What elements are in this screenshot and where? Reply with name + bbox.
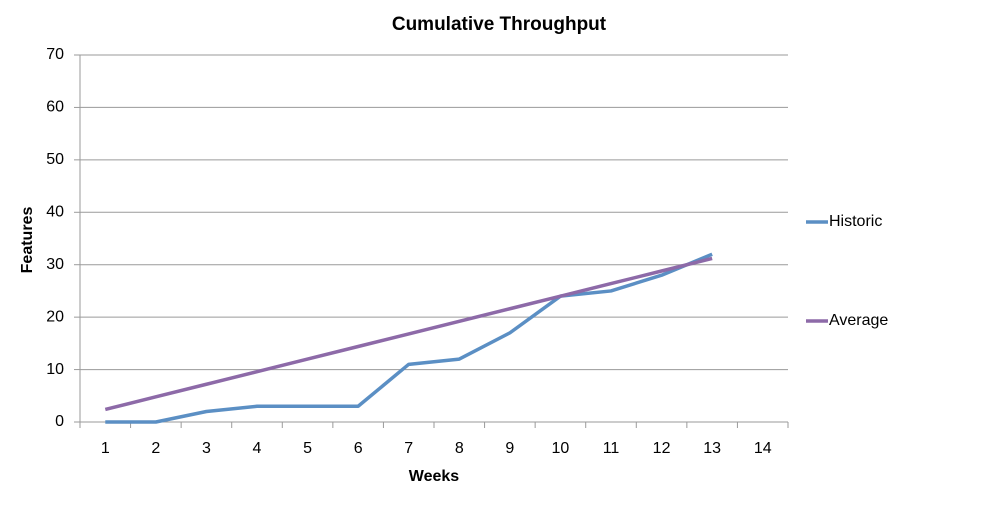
y-tick-label: 20 bbox=[46, 308, 64, 325]
legend-label: Average bbox=[829, 312, 888, 329]
y-tick-label: 70 bbox=[46, 46, 64, 63]
x-tick-label: 7 bbox=[404, 440, 413, 457]
x-tick-label: 4 bbox=[253, 440, 262, 457]
x-tick-label: 11 bbox=[603, 440, 620, 457]
x-tick-label: 2 bbox=[151, 440, 160, 457]
x-tick-label: 12 bbox=[653, 440, 671, 457]
x-tick-label: 3 bbox=[202, 440, 211, 457]
y-tick-label: 30 bbox=[46, 256, 64, 273]
x-tick-label: 9 bbox=[505, 440, 514, 457]
x-tick-label: 14 bbox=[754, 440, 772, 457]
y-tick-label: 60 bbox=[46, 99, 64, 116]
legend-label: Historic bbox=[829, 213, 882, 230]
chart-title: Cumulative Throughput bbox=[392, 14, 607, 35]
series-line bbox=[105, 252, 713, 424]
y-tick-label: 0 bbox=[55, 413, 64, 430]
y-tick-label: 40 bbox=[46, 204, 64, 221]
x-axis-label: Weeks bbox=[409, 468, 460, 485]
x-tick-label: 5 bbox=[303, 440, 312, 457]
series-line bbox=[104, 256, 713, 412]
x-tick-label: 6 bbox=[354, 440, 363, 457]
x-tick-label: 10 bbox=[552, 440, 570, 457]
y-axis-label: Features bbox=[19, 207, 36, 274]
x-tick-label: 1 bbox=[101, 440, 110, 457]
y-tick-label: 50 bbox=[46, 151, 64, 168]
y-tick-label: 10 bbox=[46, 361, 64, 378]
x-tick-label: 13 bbox=[703, 440, 721, 457]
x-tick-label: 8 bbox=[455, 440, 464, 457]
